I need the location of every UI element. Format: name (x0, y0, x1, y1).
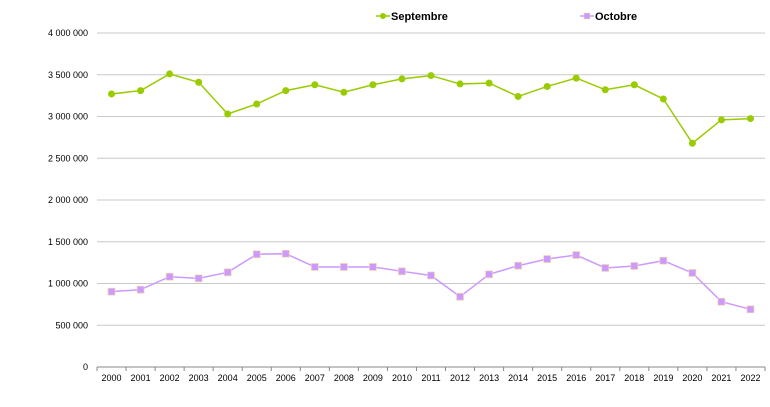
y-tick-label: 1 500 000 (48, 237, 88, 247)
data-point-septembre (369, 81, 377, 89)
x-tick-label: 2020 (682, 373, 702, 383)
x-axis-ticks: 2000 2001 2002 2003 2004 2005 2006 2007 2008 2009… (96, 367, 766, 383)
data-point-septembre (108, 90, 116, 98)
data-point-octobre (165, 272, 174, 281)
y-tick-label: 3 500 000 (48, 70, 88, 80)
x-tick-label: 2016 (566, 373, 586, 383)
data-point-octobre (630, 262, 639, 270)
x-tick-label: 2021 (711, 373, 731, 383)
data-point-octobre (485, 270, 493, 279)
x-tick-label: 2006 (276, 373, 296, 383)
data-point-septembre (340, 88, 348, 96)
data-point-octobre (136, 285, 145, 294)
data-point-octobre (223, 268, 232, 277)
data-point-octobre (369, 263, 377, 271)
x-tick-label: 2018 (624, 373, 644, 383)
y-tick-label: 2 000 000 (48, 195, 88, 205)
data-point-septembre (137, 87, 145, 95)
data-point-septembre (253, 100, 261, 108)
x-tick-label: 2005 (247, 373, 267, 383)
gridlines (97, 32, 765, 326)
data-point-septembre (688, 139, 696, 147)
data-point-septembre (282, 87, 290, 95)
legend-item-septembre[interactable]: Septembre (376, 11, 448, 23)
data-point-octobre (281, 249, 290, 258)
x-tick-label: 2002 (160, 373, 180, 383)
x-tick-label: 2013 (479, 373, 499, 383)
data-point-octobre (456, 292, 464, 301)
legend-item-octobre[interactable]: Octobre (580, 11, 637, 23)
y-axis-ticks: 0 500 000 1 000 000 1 500 000 2 000 000 2 500… (48, 28, 88, 372)
x-tick-label: 2014 (508, 373, 528, 383)
series-septembre (108, 70, 754, 147)
data-point-septembre (311, 81, 319, 89)
legend-marker-septembre (380, 13, 386, 19)
legend-label-septembre: Septembre (391, 11, 448, 23)
data-point-septembre (572, 74, 580, 82)
data-point-octobre (310, 263, 319, 271)
data-point-septembre (514, 92, 522, 100)
x-tick-label: 2011 (421, 373, 440, 383)
data-point-octobre (659, 256, 668, 265)
x-tick-label: 2001 (131, 373, 151, 383)
x-tick-label: 2019 (653, 373, 673, 383)
x-tick-label: 2007 (305, 373, 325, 383)
data-point-octobre (688, 269, 697, 277)
data-point-octobre (107, 287, 116, 296)
y-tick-label: 1 000 000 (48, 279, 88, 289)
y-tick-label: 500 000 (55, 320, 88, 330)
data-point-septembre (717, 116, 725, 124)
y-tick-label: 0 (83, 362, 88, 372)
data-point-septembre (746, 115, 754, 123)
data-point-septembre (224, 110, 232, 118)
data-point-octobre (543, 255, 552, 263)
data-point-octobre (746, 305, 755, 314)
data-point-septembre (166, 70, 174, 78)
x-tick-label: 2009 (363, 373, 383, 383)
data-point-septembre (456, 80, 464, 88)
legend-label-octobre: Octobre (595, 11, 637, 23)
data-point-octobre (427, 271, 435, 280)
x-tick-label: 2012 (450, 373, 470, 383)
y-tick-label: 2 500 000 (48, 153, 88, 163)
data-point-octobre (601, 264, 610, 272)
data-point-octobre (252, 250, 261, 259)
legend: Septembre Octobre (376, 11, 637, 23)
data-point-septembre (659, 95, 667, 103)
x-tick-label: 2000 (102, 373, 122, 383)
x-tick-label: 2004 (218, 373, 238, 383)
y-tick-label: 3 000 000 (48, 112, 88, 122)
data-point-septembre (398, 75, 406, 83)
data-point-septembre (427, 72, 435, 80)
data-point-septembre (601, 86, 609, 94)
x-tick-label: 2003 (189, 373, 209, 383)
y-tick-label: 4 000 000 (48, 28, 88, 38)
data-point-octobre (398, 267, 406, 276)
data-point-septembre (485, 79, 493, 87)
x-tick-label: 2022 (740, 373, 760, 383)
series-octobre (107, 249, 755, 314)
x-tick-label: 2015 (537, 373, 557, 383)
legend-marker-octobre (583, 12, 591, 20)
x-tick-label: 2008 (334, 373, 354, 383)
data-point-octobre (340, 263, 348, 271)
data-point-septembre (543, 82, 551, 90)
data-point-septembre (195, 78, 203, 86)
x-tick-label: 2017 (595, 373, 615, 383)
series-line-octobre (111, 252, 751, 311)
data-point-octobre (717, 297, 726, 306)
data-point-octobre (572, 251, 581, 259)
data-point-octobre (194, 274, 203, 283)
series-line-septembre (111, 73, 751, 145)
data-point-septembre (630, 81, 638, 89)
x-tick-label: 2010 (392, 373, 412, 383)
series-group (107, 70, 755, 314)
data-point-octobre (514, 261, 522, 270)
